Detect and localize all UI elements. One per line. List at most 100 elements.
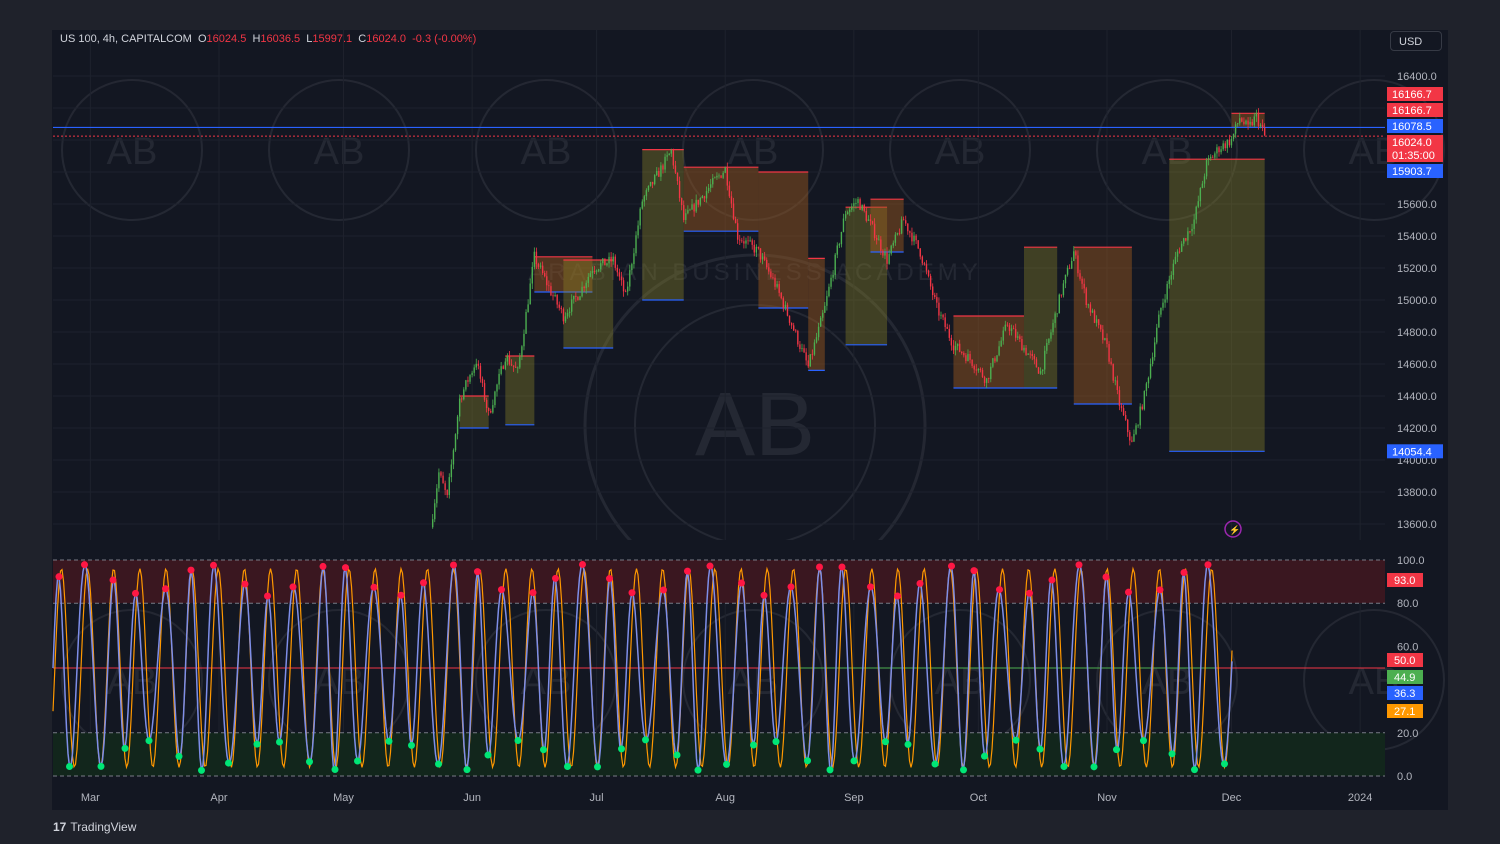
candle-body bbox=[1243, 121, 1245, 124]
candle-body bbox=[1205, 159, 1208, 177]
candle-body bbox=[573, 295, 575, 300]
candle-body bbox=[836, 245, 838, 255]
osc-trough-dot bbox=[1012, 736, 1020, 744]
candle-body bbox=[1174, 256, 1177, 264]
candle-body bbox=[1234, 124, 1237, 134]
price-tick-label: 14800.0 bbox=[1397, 327, 1437, 339]
candle-body bbox=[921, 256, 924, 264]
candle-body bbox=[1247, 120, 1249, 125]
osc-peak-dot bbox=[760, 591, 768, 599]
candle-body bbox=[1046, 343, 1048, 351]
candle-body bbox=[736, 223, 739, 240]
candle-body bbox=[871, 221, 874, 224]
osc-trough-dot bbox=[306, 758, 313, 766]
osc-trough-dot bbox=[540, 746, 547, 754]
candle-body bbox=[990, 366, 992, 380]
time-axis-label: May bbox=[333, 792, 354, 804]
candle-body bbox=[1212, 156, 1214, 158]
osc-trough-dot bbox=[960, 766, 967, 774]
candle-body bbox=[649, 181, 652, 186]
candle-body bbox=[844, 214, 847, 219]
candle-body bbox=[525, 312, 527, 334]
candle-body bbox=[817, 326, 820, 338]
candle-body bbox=[637, 225, 639, 236]
price-tick-label: 13600.0 bbox=[1397, 519, 1437, 531]
candle-body bbox=[998, 346, 1000, 356]
currency-button[interactable]: USD bbox=[1390, 31, 1442, 51]
candle-body bbox=[867, 219, 870, 221]
candle-body bbox=[1083, 283, 1085, 289]
candle-body bbox=[469, 375, 471, 382]
osc-trough-dot bbox=[145, 737, 153, 745]
candle-body bbox=[863, 204, 865, 211]
watermark-monogram: AB bbox=[935, 131, 986, 173]
price-tick-label: 14200.0 bbox=[1397, 423, 1437, 435]
candle-body bbox=[691, 204, 693, 210]
osc-value-label: 36.3 bbox=[1394, 688, 1415, 700]
low-value: 15997.1 bbox=[312, 33, 353, 45]
watermark-seal bbox=[1303, 79, 1445, 221]
price-level-label: 15903.7 bbox=[1392, 166, 1432, 178]
candle-body bbox=[1073, 251, 1075, 262]
osc-peak-dot bbox=[529, 589, 537, 597]
osc-trough-dot bbox=[225, 759, 232, 767]
watermark-seal bbox=[1096, 79, 1238, 221]
watermark-seal bbox=[268, 79, 410, 221]
candle-body bbox=[788, 315, 791, 323]
candle-body bbox=[1089, 304, 1092, 313]
candle-body bbox=[1021, 338, 1023, 351]
candle-body bbox=[1064, 274, 1067, 284]
candle-body bbox=[595, 270, 598, 272]
candle-body bbox=[1124, 415, 1127, 420]
tradingview-branding[interactable]: 17 TradingView bbox=[53, 820, 136, 834]
candle-body bbox=[784, 304, 787, 309]
candle-body bbox=[745, 240, 747, 244]
candles-group bbox=[431, 108, 1266, 529]
candle-body bbox=[434, 503, 436, 520]
osc-peak-dot bbox=[241, 580, 249, 588]
candle-body bbox=[521, 346, 523, 357]
candle-body bbox=[1077, 255, 1079, 274]
candle-body bbox=[1162, 302, 1164, 308]
price-tick-label: 15000.0 bbox=[1397, 295, 1437, 307]
osc-peak-dot bbox=[1156, 586, 1164, 594]
candle-body bbox=[898, 233, 901, 234]
candle-body bbox=[436, 488, 438, 504]
candle-body bbox=[890, 245, 892, 254]
candle-body bbox=[753, 244, 755, 253]
candle-body bbox=[583, 286, 585, 289]
candle-body bbox=[1251, 121, 1253, 126]
osc-tick-label: 0.0 bbox=[1397, 771, 1412, 783]
osc-peak-dot bbox=[838, 563, 846, 571]
osc-value-badge bbox=[1387, 686, 1423, 700]
candle-body bbox=[1168, 279, 1170, 284]
watermark-monogram: AB bbox=[728, 131, 779, 173]
candle-body bbox=[770, 271, 772, 278]
candle-body bbox=[786, 304, 789, 316]
symbol-title[interactable]: US 100, 4h, CAPITALCOM bbox=[60, 33, 192, 45]
osc-trough-dot bbox=[514, 737, 522, 745]
candle-body bbox=[1000, 340, 1002, 347]
osc-peak-dot bbox=[1125, 588, 1132, 596]
candle-body bbox=[1008, 325, 1011, 331]
candle-body bbox=[747, 240, 749, 242]
candle-body bbox=[512, 365, 515, 367]
candle-body bbox=[1025, 347, 1027, 355]
candle-body bbox=[612, 256, 614, 262]
price-tick-label: 14600.0 bbox=[1397, 359, 1437, 371]
candle-body bbox=[942, 314, 944, 318]
high-label: H bbox=[252, 33, 261, 45]
candle-body bbox=[566, 312, 569, 317]
candle-body bbox=[1100, 325, 1102, 330]
candle-body bbox=[743, 241, 745, 244]
osc-peak-dot bbox=[552, 574, 559, 582]
candle-body bbox=[1210, 156, 1212, 158]
osc-trough-dot bbox=[618, 745, 625, 753]
osc-peak-dot bbox=[289, 583, 297, 591]
candle-body bbox=[537, 264, 540, 267]
watermark-seal bbox=[889, 79, 1031, 221]
candle-body bbox=[1033, 355, 1036, 360]
price-level-badge bbox=[1387, 164, 1443, 178]
osc-peak-dot bbox=[684, 567, 691, 575]
candle-body bbox=[705, 191, 708, 199]
